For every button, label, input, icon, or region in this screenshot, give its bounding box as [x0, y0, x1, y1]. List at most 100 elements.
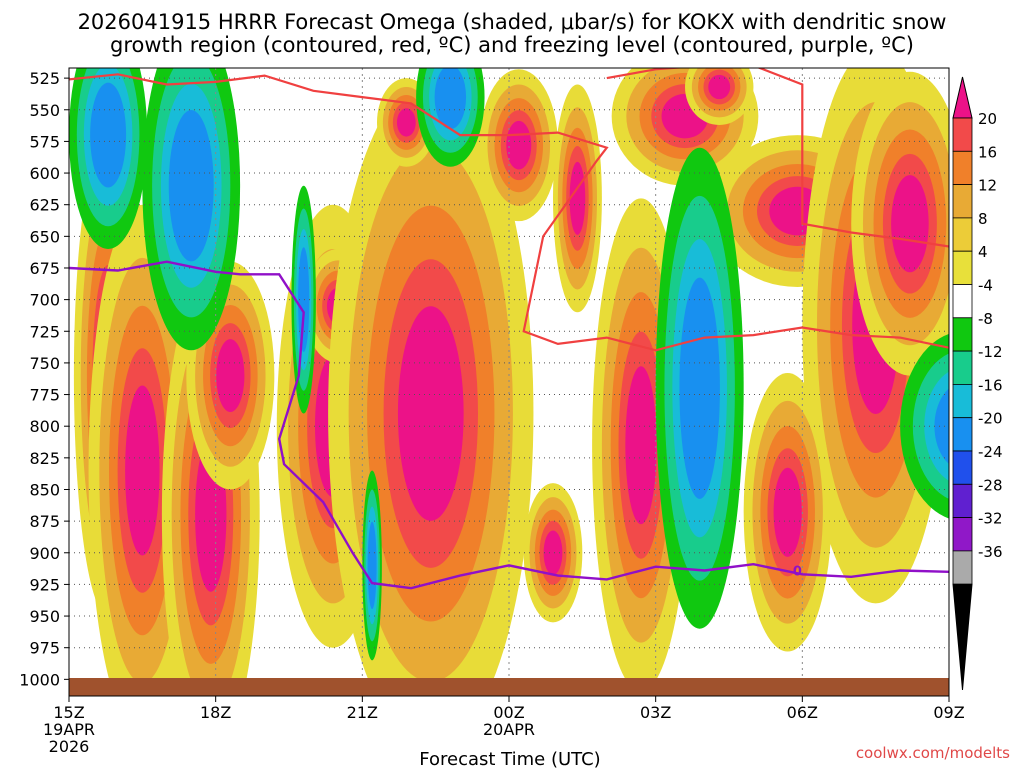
dgz-contour-0 [69, 73, 949, 352]
colorbar-bottom-arrow [952, 583, 973, 691]
freezing-level-contour [69, 260, 949, 590]
omega-band-sink-18-3 [90, 82, 127, 188]
freezing-level-label: 0 [793, 564, 802, 579]
x-tick-label-21Z: 21Z [347, 703, 378, 722]
y-tick-label-825: 825 [29, 449, 60, 468]
y-tick-label-950: 950 [29, 607, 60, 626]
colorbar-swatch-13 [952, 550, 973, 585]
x-tick-date-15Z: 19APR [43, 720, 95, 739]
omega-cell-sink-22 [291, 185, 316, 414]
y-tick-label-1000: 1000 [19, 670, 60, 689]
colorbar-swatch-2 [952, 184, 973, 219]
omega-shading [69, 68, 949, 692]
colorbar-label-5: -4 [978, 277, 993, 295]
omega-cell-sink-18 [69, 68, 148, 249]
omega-cell-lift-10 [553, 84, 602, 313]
omega-band-sink-20-3 [434, 68, 467, 130]
colorbar-label-10: -24 [978, 443, 1003, 461]
omega-band-lift-17-4 [891, 175, 929, 273]
colorbar-swatch-12 [952, 517, 973, 552]
omega-cell-lift-17 [851, 71, 949, 376]
colorbar-swatch-7 [952, 350, 973, 385]
omega-cell-lift-16 [743, 373, 832, 652]
omega-band-lift-8-4 [543, 530, 563, 576]
watermark: coolwx.com/modelts [856, 744, 1010, 762]
colorbar-swatch-8 [952, 383, 973, 419]
y-tick-label-650: 650 [29, 227, 60, 246]
colorbar-label-3: 8 [978, 210, 988, 228]
chart-title-line-1: 2026041915 HRRR Forecast Omega (shaded, … [78, 10, 947, 34]
colorbar-swatch-0 [952, 117, 973, 152]
y-tick-label-600: 600 [29, 164, 60, 183]
ground-surface [69, 678, 949, 696]
omega-band-sink-23-3 [367, 521, 377, 610]
y-tick-label-625: 625 [29, 196, 60, 215]
x-tick-year-15Z: 2026 [49, 737, 90, 756]
omega-cell-lift-9 [479, 69, 558, 222]
colorbar-swatch-6 [952, 317, 973, 352]
y-tick-label-800: 800 [29, 417, 60, 436]
omega-band-lift-16-4 [773, 467, 802, 557]
chart-title-line-2: growth region (contoured, red, ºC) and f… [110, 33, 914, 57]
y-tick-label-575: 575 [29, 132, 60, 151]
colorbar: 20 16 12 8 4 -4 -8 -12 -16 -20 -24 -28 -32 -36 [952, 76, 1003, 691]
colorbar-swatch-9 [952, 417, 973, 452]
omega-band-lift-3-4 [216, 339, 245, 413]
x-axis-label: Forecast Time (UTC) [419, 749, 600, 768]
colorbar-swatch-10 [952, 450, 973, 485]
y-tick-label-925: 925 [29, 575, 60, 594]
omega-cell-sink-19 [142, 68, 241, 351]
colorbar-label-8: -16 [978, 376, 1003, 394]
omega-band-lift-9-4 [506, 120, 532, 170]
colorbar-label-12: -32 [978, 510, 1003, 528]
contour-lines: 0 [69, 68, 949, 590]
omega-band-lift-13-4 [708, 74, 731, 100]
y-tick-label-550: 550 [29, 101, 60, 120]
colorbar-label-0: 20 [978, 110, 997, 128]
x-tick-date-00Z: 20APR [483, 720, 535, 739]
colorbar-label-1: 16 [978, 143, 997, 161]
colorbar-swatch-4 [952, 250, 973, 285]
colorbar-swatch-1 [952, 150, 973, 186]
omega-band-sink-22-3 [298, 247, 310, 353]
omega-cell-sink-21 [655, 147, 744, 629]
y-axis: 525 550 575 600 625 650 675 700 725 750 775 800 825 8… [19, 69, 69, 689]
y-tick-label-775: 775 [29, 386, 60, 405]
colorbar-label-2: 12 [978, 177, 997, 195]
colorbar-swatch-3 [952, 217, 973, 252]
omega-band-sink-21-3 [679, 277, 720, 499]
y-tick-label-700: 700 [29, 291, 60, 310]
dgz-contour-1 [606, 68, 949, 248]
omega-band-lift-11-4 [625, 366, 657, 525]
omega-band-sink-24-3 [934, 388, 949, 464]
x-tick-label-18Z: 18Z [200, 703, 231, 722]
x-tick-label-06Z: 06Z [787, 703, 818, 722]
colorbar-label-11: -28 [978, 476, 1003, 494]
omega-band-sink-19-3 [168, 110, 214, 262]
omega-band-lift-6-4 [397, 306, 464, 521]
omega-band-lift-10-4 [569, 161, 586, 235]
y-tick-label-900: 900 [29, 544, 60, 563]
omega-cell-sink-23 [362, 470, 382, 661]
y-tick-label-975: 975 [29, 639, 60, 658]
y-tick-label-525: 525 [29, 69, 60, 88]
omega-cell-sink-24 [900, 333, 949, 519]
omega-cell-lift-13 [685, 68, 754, 125]
omega-cell-lift-8 [523, 483, 583, 623]
x-tick-label-03Z: 03Z [640, 703, 671, 722]
y-tick-label-850: 850 [29, 480, 60, 499]
omega-band-lift-7-4 [396, 108, 416, 137]
colorbar-label-9: -20 [978, 410, 1003, 428]
colorbar-top-arrow [952, 76, 973, 119]
colorbar-label-7: -12 [978, 343, 1003, 361]
colorbar-swatch-11 [952, 483, 973, 518]
x-tick-label-00Z: 00Z [493, 703, 524, 722]
x-tick-label-09Z: 09Z [933, 703, 964, 722]
omega-band-lift-1-4 [125, 385, 160, 556]
colorbar-label-4: 4 [978, 243, 988, 261]
x-tick-label-15Z: 15Z [53, 703, 84, 722]
y-tick-label-675: 675 [29, 259, 60, 278]
y-tick-label-750: 750 [29, 354, 60, 373]
